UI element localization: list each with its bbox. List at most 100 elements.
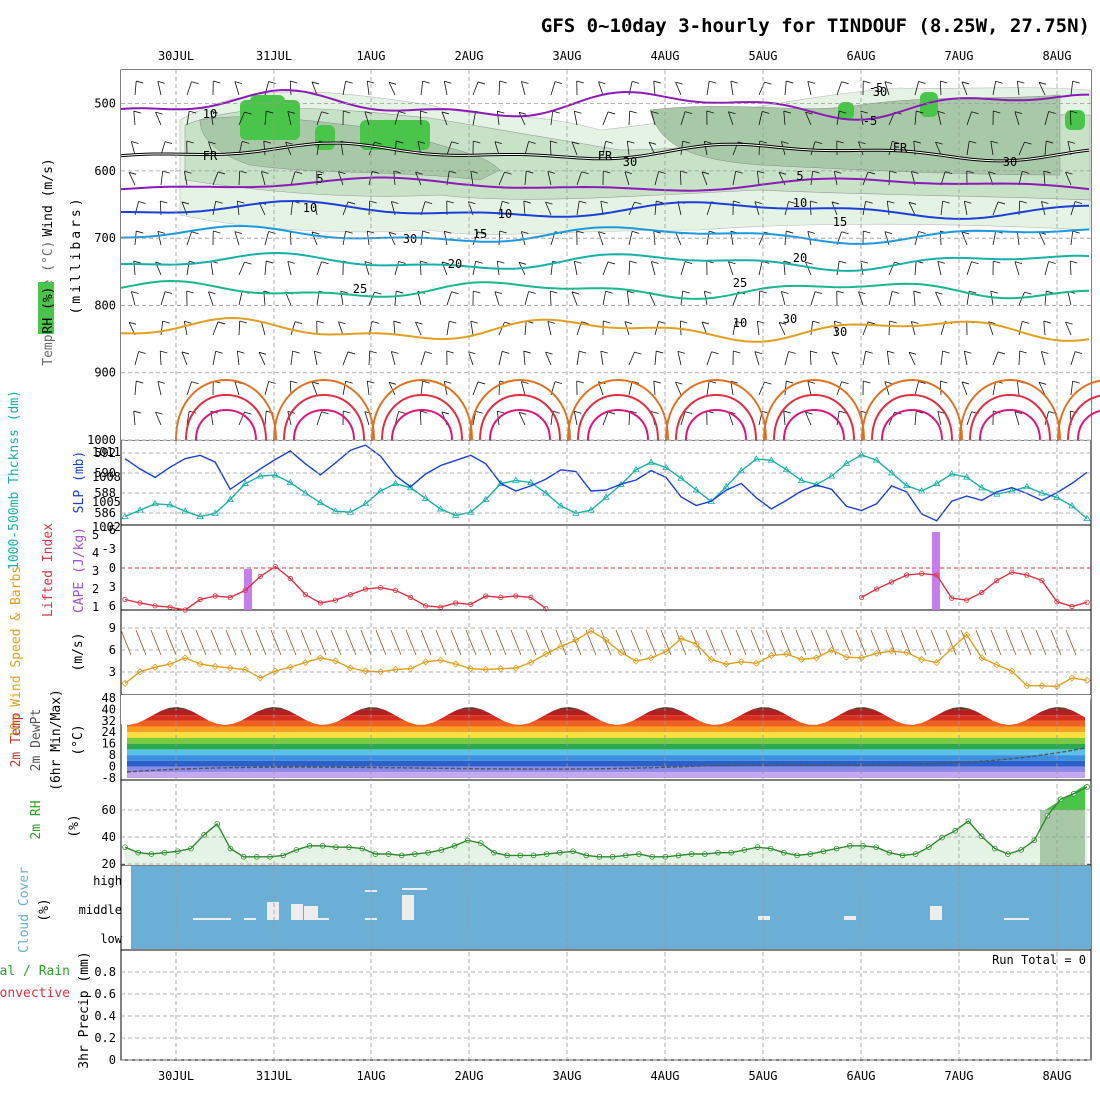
- contour-label: 10: [303, 201, 317, 215]
- contour-label: -5: [869, 81, 883, 95]
- li-tick-label: -6: [102, 523, 116, 537]
- precip-tick-label: 0.4: [94, 1009, 116, 1023]
- contour-label: 30: [403, 232, 417, 246]
- upper-tick-label: 800: [94, 298, 116, 312]
- date-label-bottom: 4AUG: [651, 1069, 680, 1083]
- cloud-level-label: middle: [79, 903, 122, 917]
- precip-conv-label: Convective: [0, 986, 70, 1001]
- wind10m-barb: [376, 630, 386, 655]
- precip-tick-label: 0: [109, 1053, 116, 1067]
- wind10m-panel: [121, 628, 1090, 690]
- cloud-block: [267, 902, 279, 920]
- temp-band: [127, 732, 1085, 738]
- cape-tick-label: 1: [92, 600, 99, 614]
- contour-label: 30: [833, 325, 847, 339]
- wind10m-barb: [331, 630, 341, 655]
- cloud-block: [244, 918, 256, 920]
- temp-band: [127, 749, 1085, 755]
- slp-tick-label: 1011: [92, 445, 121, 459]
- contour-label: FR: [893, 141, 908, 155]
- wind10m-barb: [286, 630, 296, 655]
- slp-line: [125, 445, 1087, 521]
- slp-label: SLP (mb): [72, 451, 87, 514]
- temp2m-unit: (°C): [71, 724, 86, 755]
- wind10m-barb: [421, 630, 431, 655]
- precip-tick-label: 0.8: [94, 965, 116, 979]
- date-label-bottom: 6AUG: [847, 1069, 876, 1083]
- contour-label: 10: [733, 316, 747, 330]
- wind10m-unit: (m/s): [71, 632, 86, 671]
- upper-ylabel: (millibars): [69, 195, 84, 314]
- rh2m-label: 2m RH: [29, 800, 44, 839]
- wind10m-barb: [136, 630, 146, 655]
- contour-label: 5: [316, 172, 323, 186]
- wind10m-barb: [811, 630, 821, 655]
- rh-tick-label: 20: [102, 857, 116, 871]
- cape-tick-label: 5: [92, 528, 99, 542]
- rh-tick-label: 40: [102, 830, 116, 844]
- cape-tick-label: 4: [92, 546, 99, 560]
- temp-band: [127, 761, 1085, 767]
- contour-label: 10: [203, 107, 217, 121]
- wind10m-barb: [706, 630, 716, 655]
- temp-band: [127, 738, 1085, 744]
- contour-label: 15: [833, 215, 847, 229]
- thickness-slp-panel: [122, 445, 1090, 521]
- precip-tick-label: 0.2: [94, 1031, 116, 1045]
- wind10m-barb: [211, 630, 221, 655]
- wind10m-barb: [901, 630, 911, 655]
- date-label-top: 4AUG: [651, 49, 680, 63]
- cape-bar: [244, 569, 252, 610]
- temp-band: [127, 755, 1085, 761]
- wind10m-barb: [1036, 630, 1046, 655]
- wind10m-barb: [556, 630, 566, 655]
- wind10m-barb: [646, 630, 656, 655]
- wind10m-barb: [721, 630, 731, 655]
- date-label-bottom: 1AUG: [357, 1069, 386, 1083]
- slp-tick-label: 1005: [92, 495, 121, 509]
- cloud-block: [930, 906, 942, 920]
- date-label-top: 30JUL: [158, 49, 194, 63]
- wind10m-barb: [841, 630, 851, 655]
- wind10m-line: [125, 631, 1087, 687]
- cloud-block: [402, 895, 414, 920]
- contour-label: 25: [733, 276, 747, 290]
- wind10m-barb: [1066, 630, 1076, 655]
- li-tick-label: 3: [109, 580, 116, 594]
- wind10m-barb: [466, 630, 476, 655]
- wind10m-barb: [361, 630, 371, 655]
- temp2m-label: 2m Temp: [9, 712, 24, 767]
- contour-label: -5: [863, 114, 877, 128]
- contour-label: 10: [498, 207, 512, 221]
- date-label-bottom: 30JUL: [158, 1069, 194, 1083]
- wind10m-barb: [916, 630, 926, 655]
- wind10m-barb: [256, 630, 266, 655]
- wind10m-barb: [931, 630, 941, 655]
- date-label-top: 3AUG: [553, 49, 582, 63]
- wind10m-barb: [631, 630, 641, 655]
- cape-label: CAPE (J/kg): [72, 527, 87, 613]
- date-label-top: 2AUG: [455, 49, 484, 63]
- cloud-block: [844, 916, 856, 920]
- precip-total-label: Total / Rain: [0, 964, 70, 979]
- contour-label: FR: [598, 149, 613, 163]
- cloud-level-label: low: [100, 932, 122, 946]
- date-label-top: 1AUG: [357, 49, 386, 63]
- wind10m-barb: [436, 630, 446, 655]
- upper-tick-label: 500: [94, 97, 116, 111]
- contour-label: 20: [448, 257, 462, 271]
- precip-ylabel: 3hr Precip (mm): [77, 951, 92, 1068]
- rh-high-patch: [250, 95, 285, 115]
- wind-tick-label: 6: [109, 643, 116, 657]
- temp-band: [127, 772, 1085, 778]
- wind10m-barb: [451, 630, 461, 655]
- date-label-top: 8AUG: [1043, 49, 1072, 63]
- wind10m-barb: [991, 630, 1001, 655]
- cloud-block: [1004, 918, 1029, 920]
- date-label-bottom: 7AUG: [945, 1069, 974, 1083]
- panel-frame-precip: [121, 950, 1091, 1060]
- wind10m-barb: [1021, 630, 1031, 655]
- li-tick-label: 6: [109, 599, 116, 613]
- wind10m-barb: [496, 630, 506, 655]
- cloud-level-label: high: [93, 874, 122, 888]
